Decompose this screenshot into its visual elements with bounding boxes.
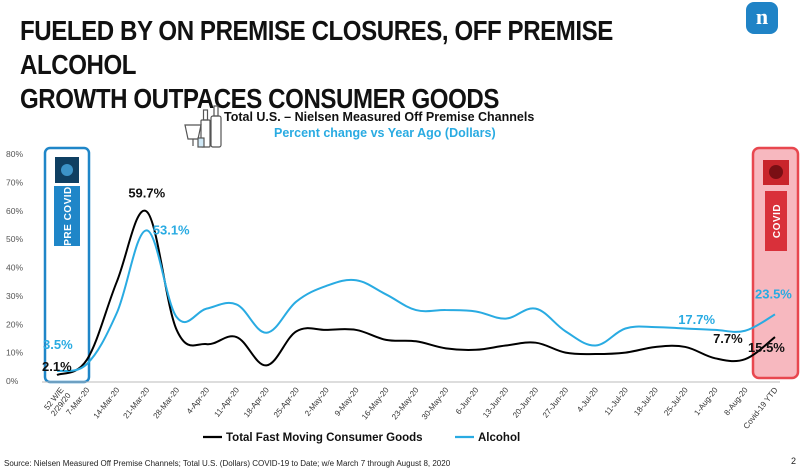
x-tick-label: 14-Mar-20 — [92, 385, 122, 420]
y-tick-label: 80% — [6, 149, 23, 159]
y-tick-label: 70% — [6, 177, 23, 187]
page-number: 2 — [791, 456, 797, 466]
x-tick-label: 27-Jun-20 — [541, 385, 571, 419]
series-lines — [56, 209, 776, 376]
bottles-icon — [184, 105, 222, 148]
x-tick-label: 30-May-20 — [420, 385, 451, 421]
y-tick-label: 10% — [6, 348, 23, 358]
y-axis: 0% 10% 20% 30% 40% 50% 60% 70% 80% — [6, 149, 780, 386]
y-tick-label: 20% — [6, 319, 23, 329]
pre-covid-label: PRE COVID — [63, 186, 74, 246]
source-footnote: Source: Nielsen Measured Off Premise Cha… — [4, 459, 451, 468]
chart-subtitle: Percent change vs Year Ago (Dollars) — [274, 126, 496, 140]
data-label: 7.7% — [713, 331, 743, 346]
headline: FUELED BY ON PREMISE CLOSURES, OFF PREMI… — [20, 14, 622, 116]
x-tick-label: 4-Jul-20 — [575, 385, 600, 414]
covid-label: COVID — [772, 204, 783, 238]
data-label: 2.1% — [42, 359, 72, 374]
headline-line-1: FUELED BY ON PREMISE CLOSURES, OFF PREMI… — [20, 15, 613, 80]
data-label: 23.5% — [755, 286, 792, 301]
pre-covid-virus-icon — [61, 164, 73, 176]
y-tick-label: 50% — [6, 234, 23, 244]
y-tick-label: 60% — [6, 206, 23, 216]
covid-virus-icon — [769, 165, 783, 179]
x-tick-label: 6-Jun-20 — [454, 385, 481, 416]
x-tick-label: 9-May-20 — [333, 385, 361, 418]
chart-title: Total U.S. – Nielsen Measured Off Premis… — [224, 110, 534, 124]
legend-label-alcohol: Alcohol — [478, 432, 520, 444]
data-label: 17.7% — [678, 312, 715, 327]
legend: Total Fast Moving Consumer Goods Alcohol — [203, 432, 520, 444]
data-label: 53.1% — [153, 222, 190, 237]
data-labels: 59.7% 53.1% 3.5% 2.1% 17.7% 23.5% 7.7% 15.5% — [42, 186, 792, 374]
nielsen-logo-icon: n — [746, 2, 778, 34]
x-tick-label: 1-Aug-20 — [692, 385, 720, 417]
x-tick-label: 11-Apr-20 — [212, 385, 241, 419]
x-tick-label: 13-Jun-20 — [481, 385, 511, 419]
x-axis: 52 W/E2/29/207-Mar-20 14-Mar-20 21-Mar-20 2… — [42, 385, 779, 430]
pre-covid-label-bg — [54, 186, 80, 246]
x-tick-label: 4-Apr-20 — [185, 385, 212, 416]
legend-label-fmcg: Total Fast Moving Consumer Goods — [226, 432, 423, 444]
headline-line-2: GROWTH OUTPACES CONSUMER GOODS — [20, 83, 499, 114]
y-tick-label: 40% — [6, 263, 23, 273]
x-tick-label: 16-May-20 — [360, 385, 391, 421]
covid-label-bg — [765, 191, 787, 251]
x-tick-label: 20-Jun-20 — [511, 385, 541, 419]
x-tick-label: 18-Apr-20 — [242, 385, 271, 419]
x-tick-label: 2-May-20 — [303, 385, 331, 418]
x-tick-label: 28-Mar-20 — [151, 385, 181, 420]
alcohol-series-line — [56, 229, 776, 373]
x-tick-label: 21-Mar-20 — [122, 385, 152, 420]
x-tick-label: 18-Jul-20 — [632, 385, 660, 417]
data-label: 59.7% — [128, 186, 165, 201]
x-tick-label: 25-Jul-20 — [662, 385, 690, 417]
data-label: 15.5% — [748, 340, 785, 355]
data-label: 3.5% — [43, 337, 73, 352]
x-tick-label: 11-Jul-20 — [603, 385, 631, 417]
x-tick-label: 23-May-20 — [390, 385, 421, 421]
y-tick-label: 0% — [6, 376, 19, 386]
y-tick-label: 30% — [6, 291, 23, 301]
x-tick-label: 25-Apr-20 — [272, 385, 301, 419]
x-tick-label: 8-Aug-20 — [722, 385, 750, 417]
